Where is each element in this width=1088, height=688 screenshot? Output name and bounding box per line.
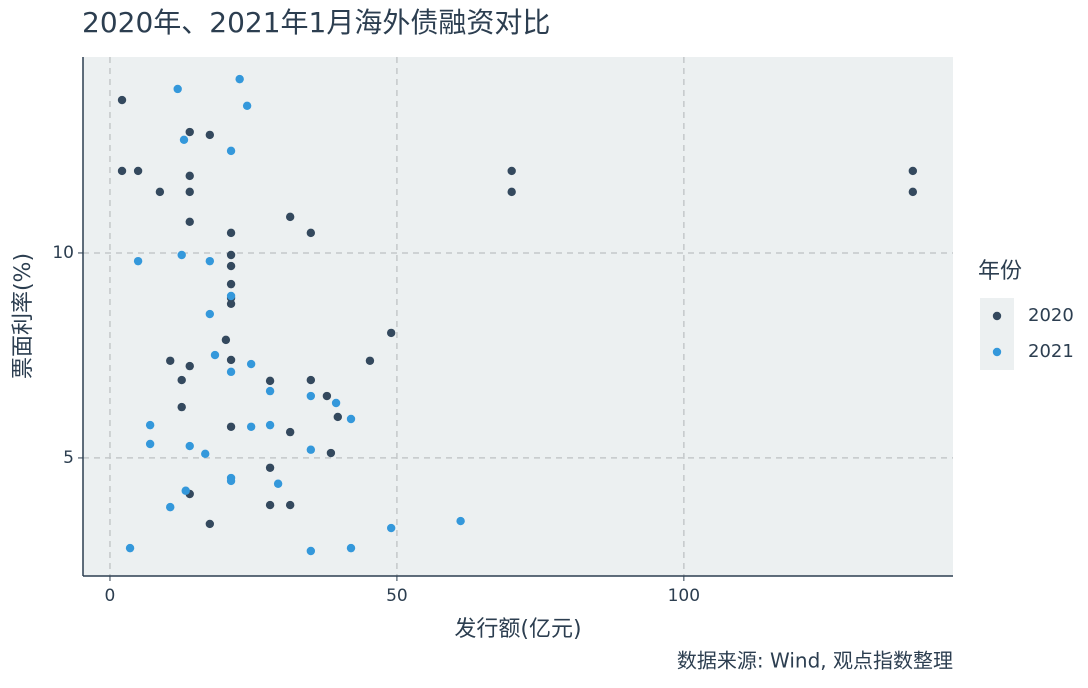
point bbox=[285, 427, 295, 437]
point bbox=[285, 500, 295, 510]
point bbox=[226, 291, 236, 301]
point bbox=[265, 376, 275, 386]
point bbox=[226, 422, 236, 431]
legend-marker bbox=[992, 311, 1002, 321]
point bbox=[265, 500, 275, 510]
point bbox=[265, 420, 275, 430]
point bbox=[185, 171, 194, 181]
point bbox=[205, 309, 215, 319]
x-tick-label: 50 bbox=[386, 586, 408, 606]
point bbox=[166, 356, 175, 365]
point bbox=[185, 441, 194, 451]
point bbox=[331, 398, 341, 408]
point bbox=[246, 359, 256, 369]
legend-title: 年份 bbox=[978, 259, 1022, 284]
point bbox=[226, 146, 236, 156]
point bbox=[185, 187, 194, 197]
y-tick-label: 5 bbox=[63, 448, 74, 468]
point bbox=[226, 367, 236, 377]
legend-label: 2020 bbox=[1028, 305, 1074, 326]
point bbox=[226, 355, 236, 365]
legend-marker bbox=[992, 347, 1002, 357]
point bbox=[226, 228, 236, 238]
point bbox=[265, 463, 275, 472]
y-axis-label: 票面利率(%) bbox=[11, 253, 36, 379]
point bbox=[908, 166, 918, 176]
point bbox=[133, 166, 143, 176]
point bbox=[246, 422, 256, 431]
point bbox=[346, 543, 356, 553]
point bbox=[226, 299, 236, 308]
point bbox=[226, 261, 236, 271]
point bbox=[306, 375, 316, 385]
point bbox=[145, 420, 155, 430]
point bbox=[205, 130, 215, 140]
point bbox=[226, 279, 236, 289]
point bbox=[285, 212, 295, 222]
point bbox=[346, 414, 356, 424]
chart-title: 2020年、2021年1月海外债融资对比 bbox=[82, 6, 550, 39]
x-tick-label: 0 bbox=[105, 586, 116, 606]
caption: 数据来源: Wind, 观点指数整理 bbox=[677, 649, 953, 673]
point bbox=[326, 448, 336, 458]
point bbox=[306, 445, 316, 454]
point bbox=[235, 74, 244, 84]
point bbox=[306, 228, 316, 238]
legend-label: 2021 bbox=[1028, 341, 1074, 362]
point bbox=[166, 502, 175, 512]
x-tick-label: 100 bbox=[668, 586, 700, 606]
point bbox=[322, 391, 332, 401]
point bbox=[210, 350, 220, 360]
point bbox=[179, 135, 189, 145]
point bbox=[201, 449, 210, 459]
point bbox=[507, 166, 516, 176]
point bbox=[226, 476, 236, 486]
point bbox=[125, 543, 135, 553]
point bbox=[265, 386, 275, 396]
point bbox=[177, 375, 186, 385]
point bbox=[185, 361, 194, 371]
point bbox=[386, 523, 396, 533]
point bbox=[177, 402, 186, 412]
point bbox=[181, 486, 190, 495]
point bbox=[205, 519, 215, 529]
point bbox=[205, 256, 215, 266]
point bbox=[333, 412, 343, 422]
point bbox=[221, 335, 231, 345]
plot-background bbox=[83, 57, 953, 576]
point bbox=[145, 439, 155, 449]
point bbox=[386, 328, 396, 338]
point bbox=[306, 391, 316, 401]
point bbox=[242, 101, 252, 110]
point bbox=[185, 127, 194, 137]
y-tick-label: 10 bbox=[52, 243, 74, 263]
point bbox=[306, 546, 316, 556]
point bbox=[456, 516, 465, 526]
x-axis-label: 发行额(亿元) bbox=[454, 617, 581, 642]
point bbox=[155, 187, 165, 197]
point bbox=[273, 479, 283, 488]
point bbox=[185, 217, 194, 227]
point bbox=[226, 250, 236, 260]
point bbox=[908, 187, 918, 197]
point bbox=[365, 356, 375, 365]
point bbox=[117, 95, 127, 105]
point bbox=[133, 256, 143, 266]
point bbox=[177, 250, 186, 260]
point bbox=[117, 166, 127, 176]
point bbox=[507, 187, 516, 197]
point bbox=[173, 84, 182, 94]
